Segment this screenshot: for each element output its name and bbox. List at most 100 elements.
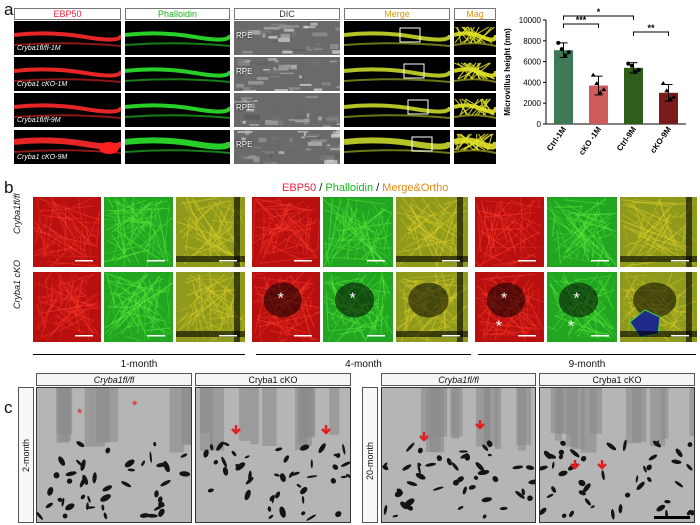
svg-text:*: *: [278, 291, 284, 308]
panel-b-image-t2-r1-c1: * *: [547, 272, 617, 342]
em-header-control-20m: Cryba1fl/fl: [381, 373, 536, 386]
y-axis-title: Microvillus height (nm): [503, 28, 512, 116]
panel-a-image-r3-c1: [125, 130, 230, 164]
title-phalloidin: Phalloidin: [325, 182, 374, 194]
data-point-2-0: [626, 61, 631, 66]
data-point-3-2: [667, 96, 673, 101]
em-header-cko-2m: Cryba1 cKO: [195, 373, 351, 386]
title-ebp50: EBP50: [282, 182, 317, 194]
panel-a-image-r1-c1: [125, 57, 230, 91]
side-label-20-month: 20-month: [365, 441, 375, 480]
svg-text:*: *: [77, 405, 83, 421]
bar-2: [624, 67, 643, 124]
y-tick-label: 4000: [523, 78, 541, 87]
panel-b-image-t1-r0-c1: [323, 197, 393, 267]
data-point-1-3: [601, 87, 607, 92]
panel-b-image-t0-r1-c1: [104, 272, 173, 342]
panel-b-image-t1-r1-c2: [396, 272, 468, 342]
panel-a-image-r1-c4: [454, 57, 496, 91]
rpe-label-3: RPE: [236, 140, 253, 149]
svg-text:*: *: [501, 291, 507, 308]
panel-b-image-t0-r0-c1: [104, 197, 173, 267]
svg-text:*: *: [574, 291, 580, 308]
data-point-0-3: [566, 50, 571, 55]
timeline-4-month: [256, 354, 471, 355]
title-sep-2: /: [373, 182, 383, 194]
data-point-3-1: [664, 88, 670, 93]
panel-a-image-r3-c4: [454, 130, 496, 164]
timepoint-1-month: 1-month: [120, 359, 158, 370]
panel-b-letter: b: [4, 178, 14, 197]
significance-bracket-1: [563, 15, 634, 20]
panel-a-image-r1-c3: [344, 57, 450, 91]
data-point-3-0: [660, 80, 666, 85]
data-point-0-0: [556, 40, 561, 45]
data-point-0-2: [563, 53, 568, 58]
panel-a-row-label-0: Cryba1fl/fl-1M: [17, 45, 61, 52]
data-point-3-3: [671, 94, 677, 99]
timepoint-9-month: 9-month: [568, 359, 606, 370]
panel-a-row-label-2: Cryba1fl/fl-9M: [17, 117, 61, 124]
microvillus-bar-chart: 0 2000 4000 6000 8000 10000 Microvillus height…: [503, 8, 686, 157]
timepoint-4-month: 4-month: [345, 359, 382, 370]
title-sep-1: /: [316, 182, 326, 194]
panel-b-image-t2-r1-c2: [620, 272, 697, 342]
bar-3: [659, 92, 678, 124]
em-header-cko-20m: Cryba1 cKO: [539, 373, 695, 386]
panel-b-image-t2-r0-c2: [620, 197, 697, 267]
svg-text:*: *: [350, 291, 356, 308]
panel-b-image-t0-r0-c2: [176, 197, 245, 267]
panel-a-row-label-1: Cryba1 cKO-1M: [17, 81, 68, 88]
panel-a-header-phalloidin: Phalloidin: [125, 8, 230, 20]
panel-b-image-t2-r0-c1: [547, 197, 617, 267]
panel-c-side-20-month: 20-month: [362, 387, 378, 523]
x-tick-label-0: Ctrl-1M: [545, 125, 568, 153]
panel-a-image-r2-c2: [234, 93, 340, 127]
panel-b-image-t1-r0-c0: [252, 197, 320, 267]
significance-bracket-2: [633, 31, 669, 36]
panel-a-image-r0-c4: [454, 21, 496, 55]
panel-a-image-r1-c0: [14, 57, 121, 91]
panel-a-image-r0-c3: [344, 21, 450, 55]
x-tick-label-2: Ctrl-9M: [615, 125, 638, 153]
data-point-1-2: [597, 90, 603, 95]
panel-a-header-ebp50: EBP50: [14, 8, 121, 20]
x-tick-label-3: cKO-9M: [648, 125, 673, 155]
panel-a-header-mag: Mag: [454, 8, 496, 20]
side-label-2-month: 2-month: [21, 438, 31, 472]
panel-b-image-t0-r1-c2: [176, 272, 245, 342]
y-tick-label: 0: [537, 120, 542, 129]
em-scale-bar: [654, 516, 690, 519]
bar-1: [589, 85, 608, 124]
panel-a-image-r0-c0: [14, 21, 121, 55]
em-image-cko-2m: [195, 387, 351, 523]
em-image-cko-20m: [539, 387, 695, 523]
rpe-label-2: RPE: [236, 103, 253, 112]
rpe-label-1: RPE: [236, 67, 253, 76]
panel-b-image-t0-r0-c0: [33, 197, 101, 267]
timeline-1-month: [33, 354, 245, 355]
em-header-control-2m: Cryba1fl/fl: [36, 373, 192, 386]
panel-a-image-r3-c2: [234, 130, 340, 164]
significance-label-2: **: [647, 23, 655, 33]
panel-c-side-2-month: 2-month: [18, 387, 34, 523]
data-point-2-2: [633, 70, 638, 74]
panel-a-image-r1-c2: [234, 57, 340, 91]
y-tick-label: 8000: [523, 37, 541, 46]
panel-b-row-label-cko: Cryba1 cKO: [12, 259, 22, 309]
data-point-0-1: [559, 47, 564, 52]
svg-text:*: *: [568, 319, 574, 336]
panel-a-image-r0-c1: [125, 21, 230, 55]
panel-b-image-t2-r1-c0: * *: [475, 272, 544, 342]
svg-text:*: *: [132, 397, 138, 413]
panel-a-image-r3-c3: [344, 130, 450, 164]
title-merge-ortho: Merge&Ortho: [382, 182, 449, 194]
panel-a-row-label-3: Cryba1 cKO-9M: [17, 154, 68, 161]
panel-a-header-merge: Merge: [344, 8, 450, 20]
panel-a-image-r2-c3: [344, 93, 450, 127]
data-point-1-0: [590, 72, 596, 77]
x-tick-label-1: cKO -1M: [577, 125, 603, 157]
panel-b-image-t1-r1-c1: *: [323, 272, 393, 342]
y-tick-label: 2000: [523, 99, 541, 108]
panel-a-image-r2-c1: [125, 93, 230, 127]
